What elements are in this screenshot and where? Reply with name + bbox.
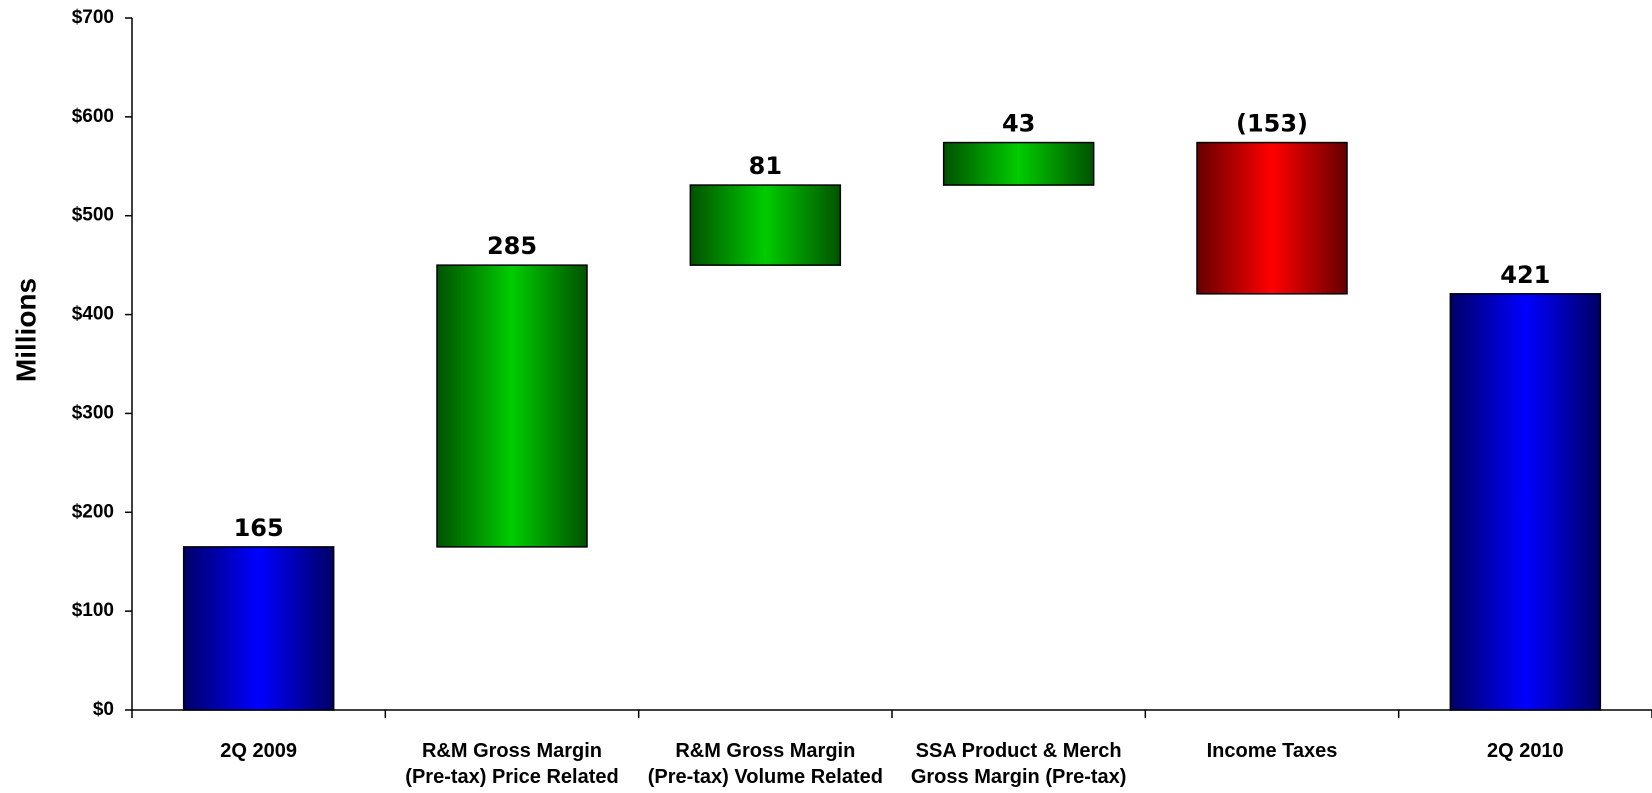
y-tick-label: $100 <box>72 600 114 621</box>
value-label: 81 <box>749 152 782 180</box>
y-tick-label: $500 <box>72 205 114 226</box>
value-label: 285 <box>487 232 537 260</box>
value-label: 165 <box>234 514 284 542</box>
y-axis-label: Millions <box>10 278 41 382</box>
bar <box>1196 141 1348 295</box>
bar <box>182 546 335 711</box>
bar <box>436 264 588 548</box>
y-tick-label: $0 <box>93 699 114 720</box>
y-tick-label: $200 <box>72 501 114 522</box>
x-tick-label: 2Q 2010 <box>1486 740 1564 762</box>
y-tick-label: $400 <box>72 304 114 325</box>
bar <box>942 141 1095 186</box>
value-label: 43 <box>1002 110 1035 138</box>
value-label: (153) <box>1236 110 1308 138</box>
y-tick-label: $300 <box>72 402 114 423</box>
bar <box>689 184 842 266</box>
y-tick-label: $600 <box>72 106 114 127</box>
y-tick-label: $700 <box>72 7 114 28</box>
x-tick-label: R&M Gross Margin (Pre-tax) Volume Relate… <box>647 740 883 788</box>
x-tick-label: R&M Gross Margin (Pre-tax) Price Related <box>405 740 619 788</box>
value-label: 421 <box>1500 261 1550 289</box>
x-tick-label: SSA Product & Merch Gross Margin (Pre-ta… <box>910 740 1127 788</box>
x-tick-label: Income Taxes <box>1206 740 1338 762</box>
x-tick-label: 2Q 2009 <box>220 740 298 762</box>
bar <box>1449 293 1602 711</box>
